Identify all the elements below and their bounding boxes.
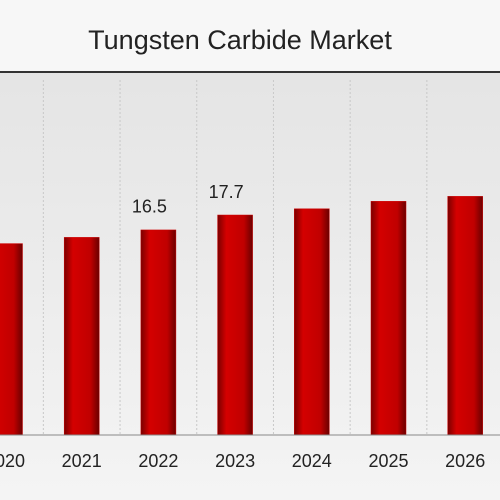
x-tick-label: 2026 — [445, 451, 485, 471]
bar — [63, 237, 100, 436]
data-label: 17.7 — [209, 182, 244, 202]
x-tick-label: 2022 — [138, 451, 178, 471]
x-tick-label: 2025 — [368, 451, 408, 471]
bar — [0, 243, 23, 436]
bar — [370, 201, 407, 436]
chart-title: Tungsten Carbide Market — [88, 25, 392, 55]
data-label: 16.5 — [132, 197, 167, 217]
x-tick-label: 2023 — [215, 451, 255, 471]
x-tick-label: 2024 — [292, 451, 332, 471]
bar — [217, 214, 253, 436]
bar — [294, 208, 330, 436]
bar — [447, 196, 483, 436]
header — [0, 0, 500, 72]
bar — [140, 229, 177, 436]
x-tick-label: 2021 — [62, 451, 102, 471]
